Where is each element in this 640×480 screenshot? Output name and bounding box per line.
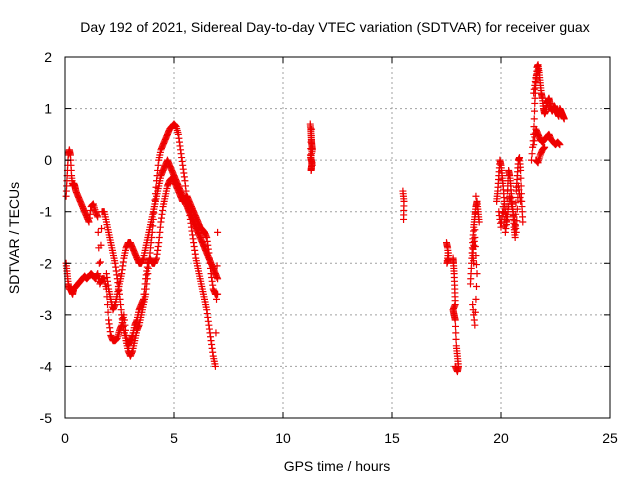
x-tick-label: 5 bbox=[170, 430, 178, 446]
axis-ticks bbox=[64, 56, 611, 419]
y-tick-label: -3 bbox=[40, 307, 53, 323]
plus-marker bbox=[214, 290, 222, 298]
plus-marker bbox=[513, 205, 521, 213]
series-trace-6 bbox=[443, 192, 483, 376]
plus-marker bbox=[307, 138, 315, 146]
y-tick-label: 2 bbox=[44, 49, 52, 65]
x-axis-label: GPS time / hours bbox=[284, 458, 391, 474]
series-trace-7 bbox=[493, 154, 527, 241]
plus-marker bbox=[212, 329, 220, 337]
plus-marker bbox=[473, 270, 481, 278]
x-tick-label: 25 bbox=[602, 430, 618, 446]
y-tick-label: -2 bbox=[40, 255, 53, 271]
plus-marker bbox=[471, 308, 479, 316]
plus-marker bbox=[500, 209, 508, 217]
plus-marker bbox=[214, 228, 222, 236]
plus-marker bbox=[104, 308, 112, 316]
y-tick-label: 0 bbox=[44, 152, 52, 168]
plus-marker bbox=[451, 322, 459, 330]
plus-marker bbox=[534, 66, 542, 74]
plus-marker bbox=[528, 150, 536, 158]
plus-marker bbox=[471, 321, 479, 329]
y-tick-labels: -5 -4 -3 -2 -1 0 1 2 bbox=[40, 49, 53, 426]
plus-marker bbox=[307, 132, 315, 140]
plus-marker bbox=[472, 192, 480, 200]
plus-marker bbox=[94, 213, 102, 221]
plus-marker bbox=[95, 259, 103, 267]
plus-marker bbox=[400, 215, 408, 223]
plus-marker bbox=[211, 362, 219, 370]
plus-marker bbox=[475, 218, 483, 226]
x-tick-label: 20 bbox=[493, 430, 509, 446]
y-tick-label: 1 bbox=[44, 101, 52, 117]
plus-marker bbox=[470, 259, 478, 267]
series-trace-5 bbox=[399, 187, 408, 223]
plus-marker bbox=[452, 329, 460, 337]
plus-marker bbox=[214, 275, 222, 283]
x-tick-label: 15 bbox=[384, 430, 400, 446]
plus-marker bbox=[556, 141, 564, 149]
plus-marker bbox=[308, 125, 316, 133]
plus-marker bbox=[98, 224, 106, 232]
y-tick-label: -5 bbox=[40, 410, 53, 426]
plot-frame bbox=[64, 56, 611, 419]
plus-marker bbox=[451, 316, 459, 324]
series-trace-3 bbox=[102, 156, 222, 314]
plus-marker bbox=[519, 218, 527, 226]
plus-marker bbox=[472, 282, 480, 290]
plus-marker bbox=[512, 199, 520, 207]
plus-marker bbox=[451, 362, 459, 370]
plus-marker bbox=[307, 145, 315, 153]
plus-marker bbox=[513, 217, 521, 225]
plus-marker bbox=[517, 197, 525, 205]
plus-marker bbox=[470, 243, 478, 251]
x-tick-label: 0 bbox=[61, 430, 69, 446]
plus-marker bbox=[472, 295, 480, 303]
plus-marker bbox=[512, 228, 520, 236]
plus-marker bbox=[471, 209, 479, 217]
plus-marker bbox=[308, 161, 316, 169]
plus-marker bbox=[97, 241, 105, 249]
plus-marker bbox=[444, 249, 452, 257]
y-tick-label: -4 bbox=[40, 358, 53, 374]
x-tick-labels: 0 5 10 15 20 25 bbox=[61, 430, 618, 446]
plus-marker bbox=[96, 258, 104, 266]
y-axis-label: SDTVAR / TECUs bbox=[6, 182, 22, 294]
chart-title: Day 192 of 2021, Sidereal Day-to-day VTE… bbox=[80, 19, 589, 35]
x-tick-label: 10 bbox=[275, 430, 291, 446]
plus-marker bbox=[541, 143, 549, 151]
series-trace-4 bbox=[306, 120, 316, 174]
plus-marker bbox=[452, 335, 460, 343]
plus-marker bbox=[531, 107, 539, 115]
y-tick-label: -1 bbox=[40, 204, 53, 220]
plus-marker bbox=[530, 115, 538, 123]
plus-marker bbox=[471, 226, 479, 234]
plus-marker bbox=[511, 234, 519, 241]
data-points bbox=[62, 61, 568, 376]
plus-marker bbox=[560, 115, 568, 123]
plus-marker bbox=[517, 166, 525, 174]
plus-marker bbox=[307, 166, 315, 174]
plus-marker bbox=[94, 228, 102, 236]
series-trace-1 bbox=[62, 120, 222, 370]
plus-marker bbox=[517, 174, 525, 182]
series-trace-8 bbox=[528, 61, 568, 167]
